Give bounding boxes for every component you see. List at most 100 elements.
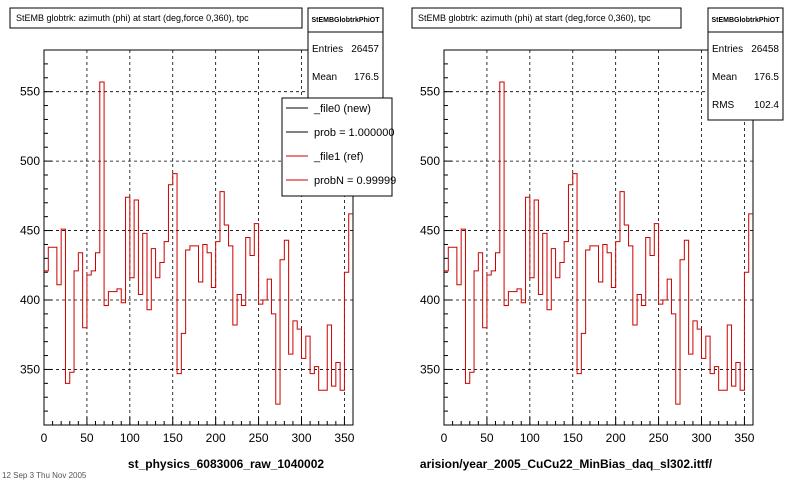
histogram-bin bbox=[74, 270, 78, 272]
legend-entry: prob = 1.000000 bbox=[314, 127, 394, 139]
histogram-bin bbox=[736, 362, 740, 364]
title-box bbox=[9, 7, 303, 29]
histogram-bin bbox=[151, 248, 155, 250]
histogram-bin bbox=[254, 223, 258, 225]
x-tick-label: 150 bbox=[163, 431, 183, 445]
histogram-bin bbox=[568, 184, 572, 186]
histogram-bin bbox=[44, 270, 48, 272]
histogram-bin bbox=[594, 245, 598, 247]
histogram-bin bbox=[130, 277, 134, 279]
x-tick-label: 250 bbox=[649, 431, 669, 445]
histogram-bin bbox=[211, 287, 215, 289]
histogram-bin bbox=[573, 173, 577, 175]
histogram-bin bbox=[276, 403, 280, 405]
x-axis-caption: arision/year_2005_CuCu22_MinBias_daq_sl3… bbox=[420, 457, 713, 471]
plot-frame bbox=[443, 49, 754, 426]
histogram-bin bbox=[57, 284, 61, 286]
histogram-bin bbox=[650, 255, 654, 257]
stats-value: 26458 bbox=[751, 44, 779, 55]
footer-text: 12 Sep 3 Thu Nov 2005 bbox=[2, 471, 87, 480]
legend-entry: _file0 (new) bbox=[313, 103, 371, 115]
histogram-bin bbox=[526, 196, 530, 198]
stats-name: StEMBGlobtrkPhiOT bbox=[311, 17, 380, 24]
stats-name: StEMBGlobtrkPhiOT bbox=[711, 17, 780, 24]
histogram-bin bbox=[310, 373, 314, 375]
histogram-bin bbox=[147, 309, 151, 311]
y-tick-label: 400 bbox=[420, 293, 440, 307]
histogram-bin bbox=[710, 373, 714, 375]
histogram-bin bbox=[470, 371, 474, 373]
histogram-bin bbox=[491, 270, 495, 272]
legend-entry: probN = 0.99999 bbox=[314, 175, 396, 187]
histogram-bin bbox=[216, 241, 220, 243]
y-tick-label: 350 bbox=[20, 362, 40, 376]
histogram-bin bbox=[280, 259, 284, 261]
histogram-bin bbox=[663, 299, 667, 301]
histogram-bin bbox=[91, 270, 95, 272]
histogram-bin bbox=[61, 228, 65, 230]
histogram-bin bbox=[181, 332, 185, 334]
histogram-bin bbox=[719, 389, 723, 391]
histogram-bin bbox=[96, 252, 100, 254]
histogram-bin bbox=[113, 291, 117, 293]
x-tick-label: 300 bbox=[691, 431, 711, 445]
histogram-bin bbox=[749, 213, 753, 215]
histogram-bin bbox=[667, 278, 671, 280]
histogram-bin bbox=[121, 302, 125, 304]
histogram-bin bbox=[233, 324, 237, 326]
histogram-bin bbox=[487, 274, 491, 276]
histogram-bin bbox=[551, 248, 555, 250]
histogram-bin bbox=[246, 237, 250, 239]
x-tick-label: 50 bbox=[80, 431, 94, 445]
histogram-bin bbox=[284, 239, 288, 241]
histogram-bin bbox=[547, 309, 551, 311]
histogram-bin bbox=[530, 277, 534, 279]
histogram-bin bbox=[263, 299, 267, 301]
x-tick-label: 150 bbox=[563, 431, 583, 445]
x-tick-label: 250 bbox=[249, 431, 269, 445]
x-tick-label: 200 bbox=[606, 431, 626, 445]
x-tick-label: 200 bbox=[206, 431, 226, 445]
histogram-bin bbox=[70, 371, 74, 373]
y-tick-label: 550 bbox=[420, 85, 440, 99]
histogram-bin bbox=[684, 239, 688, 241]
histogram-bin bbox=[616, 241, 620, 243]
histogram-bin bbox=[65, 382, 69, 384]
histogram-bin bbox=[340, 389, 344, 391]
histogram-bin bbox=[229, 245, 233, 247]
stats-box bbox=[707, 7, 784, 121]
histogram-bin bbox=[306, 335, 310, 337]
histogram-bin bbox=[100, 81, 104, 83]
title-box bbox=[411, 7, 682, 29]
histogram-bin bbox=[332, 385, 336, 387]
histogram-bin bbox=[629, 245, 633, 247]
histogram-bin bbox=[680, 259, 684, 261]
histogram-bin bbox=[117, 288, 121, 290]
series-line-1 bbox=[44, 81, 353, 405]
histogram-bin bbox=[517, 288, 521, 290]
histogram-bin bbox=[314, 366, 318, 368]
x-tick-label: 350 bbox=[334, 431, 354, 445]
histogram-bin bbox=[224, 224, 228, 226]
histogram-bin bbox=[538, 293, 542, 295]
histogram-bin bbox=[319, 389, 323, 391]
histogram-bin bbox=[702, 357, 706, 359]
x-tick-label: 100 bbox=[120, 431, 140, 445]
x-tick-label: 0 bbox=[441, 431, 448, 445]
histogram-bin bbox=[689, 353, 693, 355]
histogram-bin bbox=[289, 353, 293, 355]
histogram-bin bbox=[693, 320, 697, 322]
histogram-bin bbox=[611, 287, 615, 289]
histogram-bin bbox=[444, 270, 448, 272]
histogram-bin bbox=[500, 81, 504, 83]
histogram-bin bbox=[173, 173, 177, 175]
histogram-bin bbox=[521, 302, 525, 304]
series-line-1 bbox=[444, 81, 753, 405]
histogram-bin bbox=[259, 303, 263, 305]
y-tick-label: 450 bbox=[20, 224, 40, 238]
histogram-bin bbox=[207, 252, 211, 254]
histogram-bin bbox=[474, 270, 478, 272]
histogram-bin bbox=[744, 271, 748, 273]
histogram-bin bbox=[457, 284, 461, 286]
histogram-bin bbox=[496, 252, 500, 254]
